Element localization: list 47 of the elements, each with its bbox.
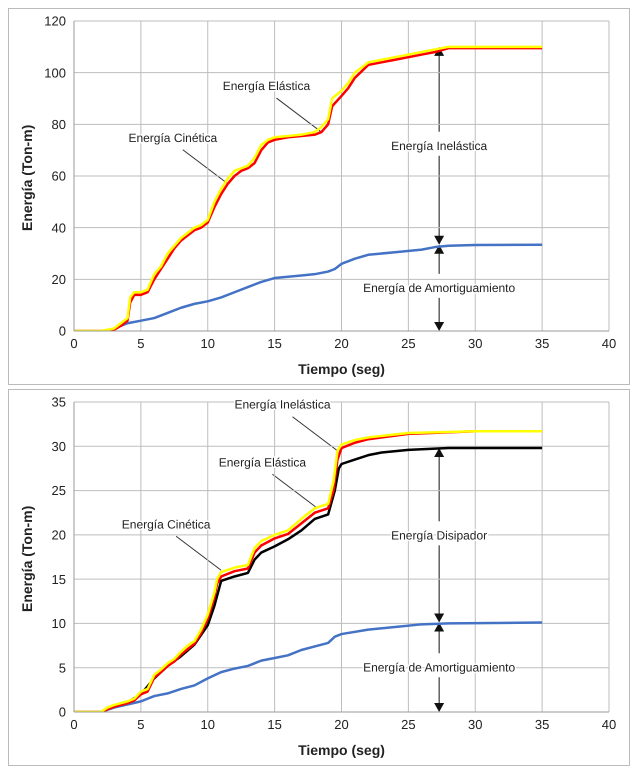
annotation: Energía Elástica — [222, 79, 310, 94]
x-tick-label: 20 — [334, 336, 349, 352]
y-tick-label: 80 — [52, 116, 66, 132]
x-tick-label: 5 — [137, 717, 144, 732]
y-tick-label: 100 — [44, 65, 66, 80]
annotation: Energía Elástica — [218, 455, 306, 470]
x-tick-label: 15 — [267, 336, 282, 352]
x-tick-label: 15 — [267, 717, 282, 732]
annotation: Energía Cinética — [122, 517, 211, 532]
y-axis-title: Energía (Ton-m) — [18, 124, 35, 231]
x-tick-label: 35 — [534, 336, 550, 352]
annotation: Energía Cinética — [128, 130, 218, 145]
annotation: Energía Inelástica — [234, 398, 331, 412]
y-tick-label: 40 — [52, 220, 66, 236]
x-tick-label: 30 — [468, 336, 482, 352]
x-tick-label: 20 — [334, 717, 349, 732]
annotation: Energía Inelástica — [391, 138, 488, 153]
y-tick-label: 35 — [52, 394, 66, 410]
y-tick-label: 60 — [52, 168, 66, 184]
x-tick-label: 0 — [70, 336, 78, 352]
x-tick-label: 40 — [602, 717, 616, 732]
x-tick-label: 0 — [70, 717, 78, 732]
x-tick-label: 10 — [200, 717, 215, 732]
x-axis-title: Tiempo (seg) — [298, 361, 385, 377]
annotation: Energía de Amortiguamiento — [363, 660, 516, 674]
line-series — [74, 430, 544, 712]
y-tick-label: 25 — [52, 483, 66, 498]
x-tick-label: 25 — [401, 336, 416, 352]
x-tick-label: 30 — [468, 717, 482, 732]
y-tick-label: 5 — [58, 660, 66, 676]
annotation: Energía de Amortiguamiento — [363, 280, 516, 295]
y-tick-label: 10 — [52, 616, 66, 632]
y-tick-label: 30 — [52, 438, 66, 454]
y-tick-label: 20 — [52, 272, 66, 287]
x-tick-label: 5 — [137, 336, 144, 352]
y-tick-label: 20 — [52, 527, 66, 542]
y-tick-label: 0 — [58, 324, 66, 339]
y-axis-title: Energía (Ton-m) — [18, 506, 35, 612]
x-tick-label: 40 — [602, 336, 616, 352]
x-axis-title: Tiempo (seg) — [298, 742, 385, 758]
annotation: Energía Disipador — [391, 528, 488, 542]
y-tick-label: 120 — [44, 14, 66, 29]
y-tick-label: 0 — [58, 704, 66, 720]
y-tick-label: 15 — [52, 572, 66, 587]
x-tick-label: 35 — [534, 717, 550, 732]
x-tick-label: 10 — [200, 336, 215, 352]
x-tick-label: 25 — [401, 717, 416, 732]
